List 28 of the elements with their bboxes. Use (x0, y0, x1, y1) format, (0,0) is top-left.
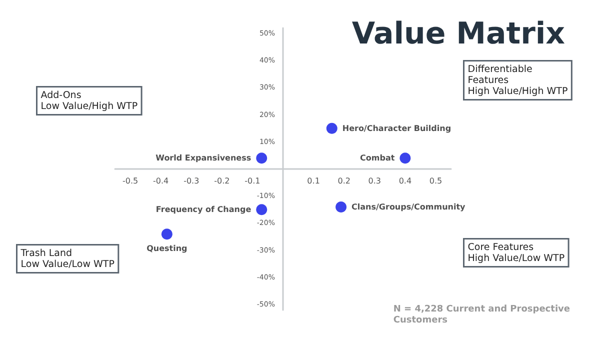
x-tick-label: -0.2 (214, 176, 230, 186)
x-tick-label: 0.4 (398, 176, 412, 186)
chart-title: Value Matrix (352, 16, 566, 52)
series-label: Hero/Character Building (342, 124, 452, 133)
point (256, 152, 268, 164)
series-label: World Expansiveness (156, 154, 252, 163)
annotation: N = 4,228 Current and Prospective Customers (393, 304, 570, 326)
point (256, 204, 268, 216)
series-label: Questing (146, 244, 188, 254)
point (161, 228, 172, 240)
text: Trash Land Low Value/Low WTP (20, 248, 115, 270)
x-tick-label: 0.5 (429, 176, 442, 186)
x-tick-label: -0.3 (184, 176, 200, 186)
point (326, 122, 338, 134)
x-tick-label: 0.1 (307, 176, 320, 186)
x-tick-label: -0.4 (153, 176, 169, 186)
series-label: Frequency of Change (156, 205, 252, 214)
text: Core Features High Value/Low WTP (468, 242, 565, 264)
x-tick-label: 0.3 (368, 176, 382, 186)
annotation: Add-Ons Low Value/High WTP (40, 90, 138, 112)
point (400, 152, 411, 164)
text: Differentiable Features High Value/High WTP (468, 64, 568, 97)
series-label: Clans/Groups/Community (352, 202, 466, 212)
series-label: Combat (360, 154, 395, 163)
point (336, 201, 347, 212)
x-tick-label: 0.2 (338, 176, 350, 186)
x-tick-label: -0.1 (244, 176, 260, 186)
x-tick-label: -0.5 (122, 176, 138, 186)
